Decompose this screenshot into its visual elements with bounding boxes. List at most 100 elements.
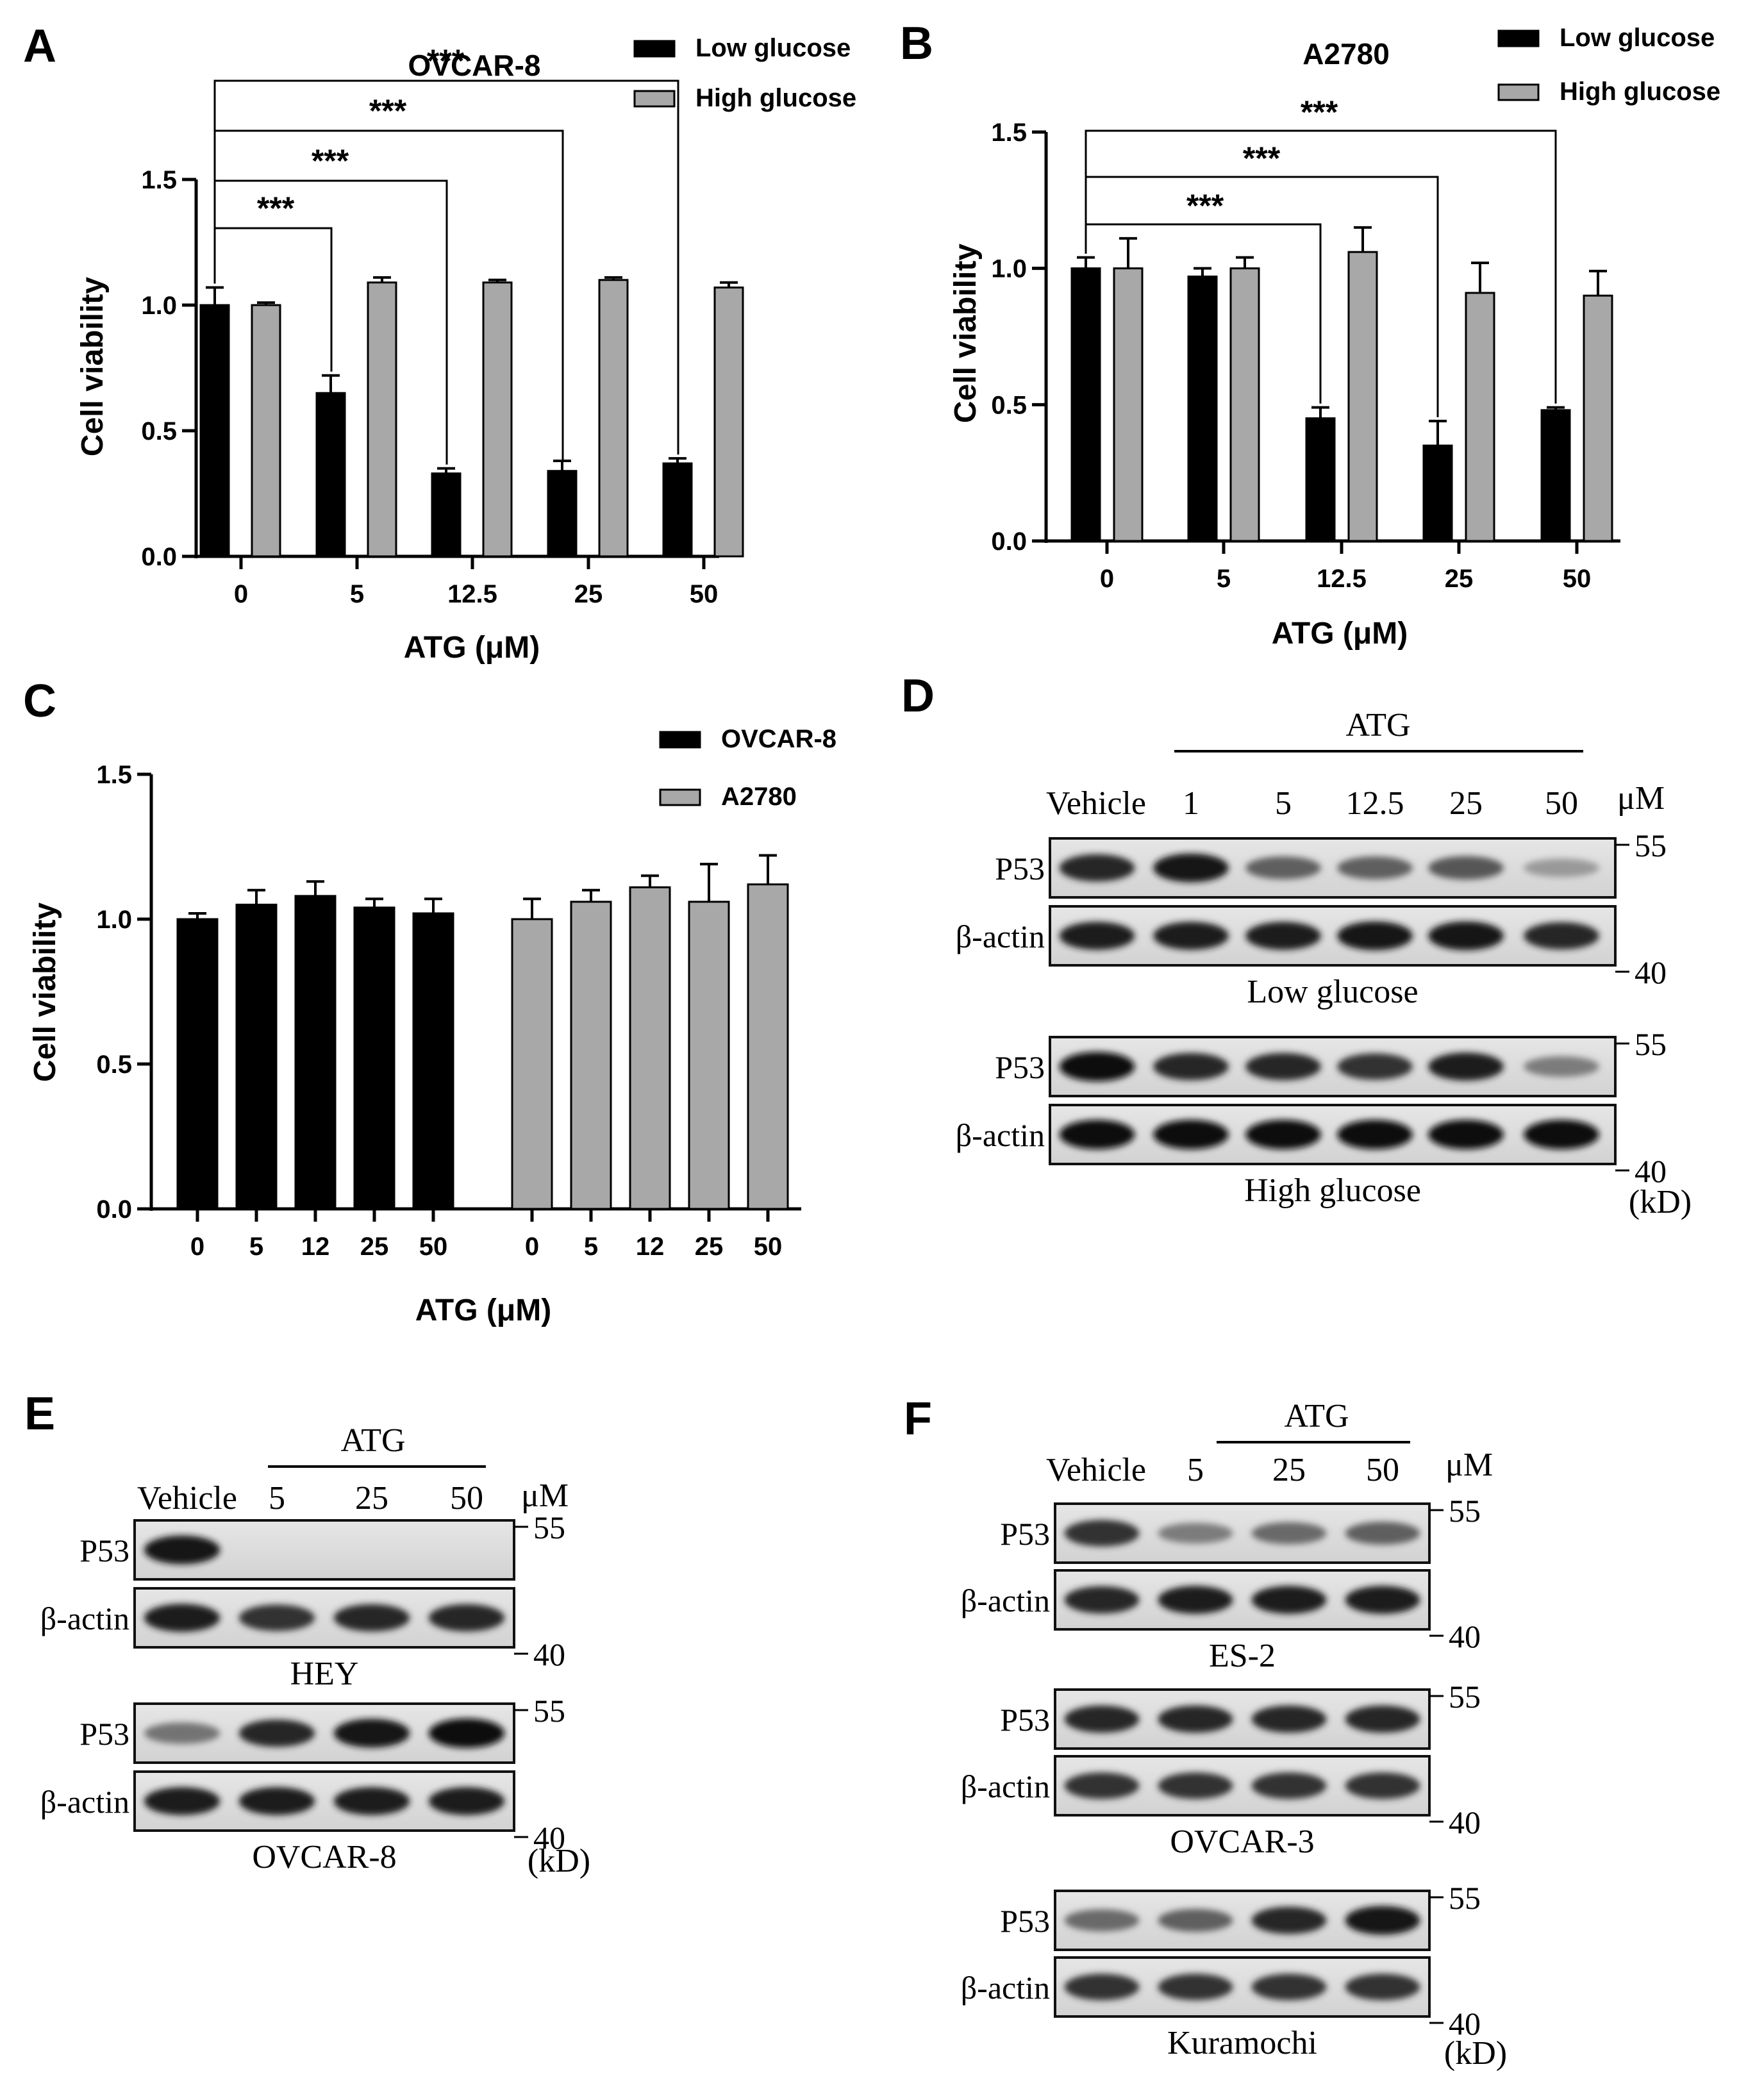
significance-label: *** <box>1186 188 1224 224</box>
legend-swatch <box>1497 29 1540 47</box>
blot-band <box>1153 853 1229 883</box>
blot-band <box>1345 1974 1420 2000</box>
blot-row <box>133 1587 515 1649</box>
blot-row <box>133 1770 515 1832</box>
chart-A: A 0.0 0.5 1.0 1.5 0 5 12.5 25 50 ATG (μM) Cell viab… <box>23 21 856 665</box>
marker-label: 40 <box>533 1636 565 1672</box>
y-tick-label: 0.0 <box>141 543 177 571</box>
y-tick-label: 1.5 <box>141 166 177 194</box>
x-tick-label: 12.5 <box>447 580 497 608</box>
blot-band <box>1345 1906 1420 1935</box>
blot-band <box>1337 1053 1413 1080</box>
blot-band <box>1158 1772 1233 1799</box>
legend-swatch <box>633 90 676 108</box>
lane-label: 50 <box>1366 1452 1399 1488</box>
x-axis-label: ATG (μM) <box>404 631 540 665</box>
bar <box>1540 409 1571 542</box>
blot-band <box>1064 1909 1140 1932</box>
blot-row <box>1049 837 1617 899</box>
x-tick-label: 25 <box>360 1233 389 1261</box>
group-label: High glucose <box>1244 1172 1421 1209</box>
y-axis-label: Cell viability <box>76 277 110 456</box>
marker-label: 40 <box>1635 1153 1667 1189</box>
blot-band <box>238 1787 315 1815</box>
protein-label: β-actin <box>961 1768 1050 1804</box>
blot-band <box>1345 1772 1420 1799</box>
protein-label: P53 <box>1000 1702 1050 1738</box>
x-tick-label: 12 <box>301 1233 330 1261</box>
blot-band <box>1153 1120 1229 1149</box>
blot-band <box>333 1718 410 1748</box>
panel-letter-B: B <box>900 18 933 69</box>
bar <box>547 470 578 558</box>
x-tick-label: 5 <box>350 580 364 608</box>
blot-row <box>1049 1104 1617 1165</box>
group-label: OVCAR-8 <box>252 1839 396 1875</box>
panel-letter-E: E <box>24 1388 55 1440</box>
lane-label: 50 <box>450 1480 483 1517</box>
protein-label: P53 <box>995 851 1045 886</box>
bar <box>353 906 395 1210</box>
legend-label: High glucose <box>1560 78 1720 106</box>
lane-label: 5 <box>1187 1452 1204 1488</box>
panel-letter-C: C <box>23 676 56 727</box>
blot-band <box>1064 1772 1140 1799</box>
blot-band <box>1064 1974 1140 2000</box>
blot-band <box>1428 921 1504 951</box>
protein-label: P53 <box>995 1049 1045 1085</box>
marker-label: 55 <box>1449 1679 1481 1715</box>
blot-band <box>1059 1052 1135 1081</box>
blot-band <box>144 1722 220 1744</box>
y-tick-label: 0.0 <box>96 1195 132 1224</box>
bar <box>570 901 612 1210</box>
x-tick-label: 50 <box>754 1233 783 1261</box>
y-tick-label: 0.5 <box>96 1051 132 1079</box>
blot-band <box>144 1604 220 1632</box>
group-label: HEY <box>290 1656 359 1692</box>
protein-label: β-actin <box>40 1784 129 1820</box>
blot-band <box>1345 1586 1420 1614</box>
blot-band <box>333 1604 410 1632</box>
blot-band <box>1345 1522 1420 1545</box>
blot-band <box>1524 1120 1599 1149</box>
blot-band <box>1524 922 1599 950</box>
protein-label: P53 <box>79 1716 129 1752</box>
blot-band <box>1251 1586 1327 1614</box>
x-tick-label: 25 <box>1445 565 1474 593</box>
bar <box>713 287 744 558</box>
panel-letter-A: A <box>23 21 56 72</box>
lane-label: 25 <box>355 1480 388 1517</box>
marker-label: 40 <box>1635 954 1667 990</box>
blot-row <box>1054 1569 1431 1631</box>
y-tick-label: 1.0 <box>141 292 177 320</box>
x-tick-label: 0 <box>525 1233 539 1261</box>
blot-row <box>1054 1890 1431 1951</box>
chart-title: OVCAR-8 <box>408 49 540 82</box>
chart-B: B 0.0 0.5 1.0 1.5 0 5 12.5 25 50 ATG (μM) Cell viab… <box>900 18 1720 651</box>
blot-panel-F: F ATG Vehicle 5 25 50 μM P53 55 β-actin 40 ES-2 P53 5… <box>904 1393 1507 2072</box>
blot-band <box>428 1718 505 1748</box>
x-tick-label: 50 <box>1563 565 1592 593</box>
x-tick-label: 25 <box>695 1233 724 1261</box>
bar <box>1465 292 1495 542</box>
blot-row <box>133 1702 515 1764</box>
lane-label: 12.5 <box>1346 785 1404 822</box>
kd-label: (kD) <box>1629 1184 1692 1220</box>
bar <box>367 281 397 558</box>
blot-row <box>133 1519 515 1581</box>
bar <box>1070 267 1101 542</box>
blot-band <box>1158 1909 1233 1932</box>
unit-label: μM <box>1445 1447 1493 1483</box>
chart-title: A2780 <box>1302 37 1390 71</box>
y-tick-label: 0.5 <box>141 417 177 445</box>
bar <box>1347 251 1378 542</box>
chart-C: C 0.0 0.5 1.0 1.5 0 5 12 25 50 0 5 12 25 50 ATG (μM) Cel… <box>23 676 836 1327</box>
blot-band <box>1059 922 1135 950</box>
marker-label: 40 <box>1449 1618 1481 1654</box>
marker-label: 40 <box>533 1820 565 1856</box>
group-label: ES-2 <box>1209 1638 1276 1674</box>
significance-label: *** <box>312 143 349 179</box>
significance-label: *** <box>1243 140 1281 176</box>
blot-band <box>1428 856 1504 880</box>
